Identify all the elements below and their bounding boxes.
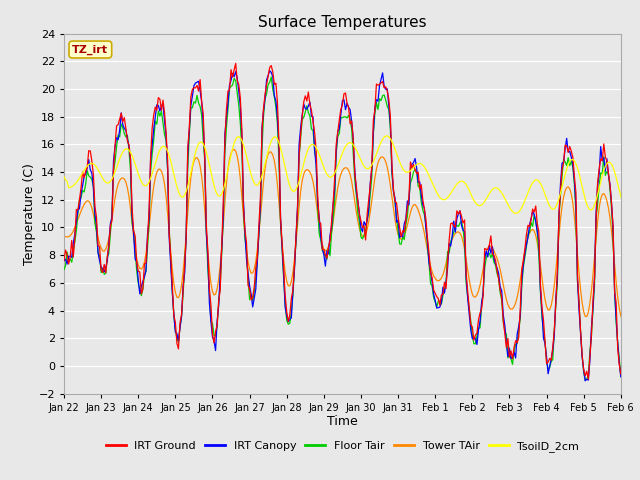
Legend: IRT Ground, IRT Canopy, Floor Tair, Tower TAir, TsoilD_2cm: IRT Ground, IRT Canopy, Floor Tair, Towe…: [101, 437, 584, 456]
Text: TZ_irt: TZ_irt: [72, 44, 108, 55]
X-axis label: Time: Time: [327, 415, 358, 429]
Title: Surface Temperatures: Surface Temperatures: [258, 15, 427, 30]
Y-axis label: Temperature (C): Temperature (C): [22, 163, 36, 264]
